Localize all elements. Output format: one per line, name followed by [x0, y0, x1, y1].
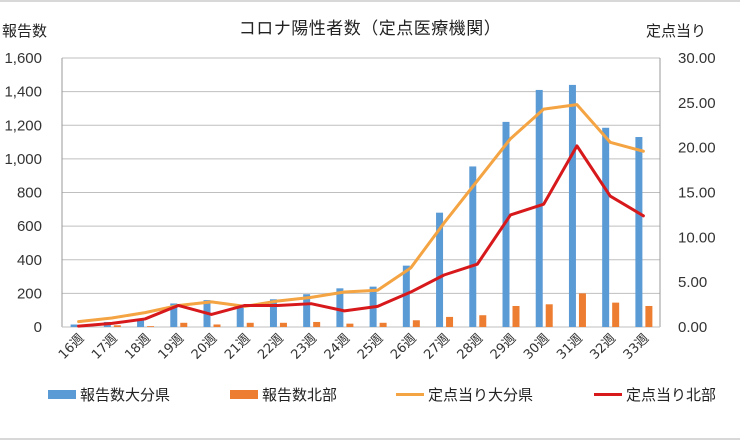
legend-swatch-blue-bar — [48, 390, 76, 399]
y-tick-label: 0 — [34, 319, 42, 336]
bar-oita-reports — [469, 166, 477, 327]
legend-swatch-orange-line — [396, 393, 424, 396]
y2-tick-label: 5.00 — [678, 274, 707, 291]
y-tick-label: 1,200 — [4, 117, 42, 134]
bar-oita-reports — [70, 324, 78, 327]
bar-oita-reports — [236, 305, 244, 327]
bar-oita-reports — [402, 265, 410, 327]
right-axis-title: 定点当り — [646, 22, 707, 40]
bar-north-reports — [412, 320, 420, 327]
bar-north-reports — [479, 315, 487, 327]
legend-item-north-per-site: 定点当り北部 — [594, 384, 716, 405]
bar-north-reports — [180, 322, 188, 327]
x-tick-label: 16週 — [56, 331, 87, 362]
bar-north-reports — [213, 324, 221, 327]
bar-north-reports — [545, 304, 553, 327]
bar-oita-reports — [137, 318, 145, 327]
y2-tick-label: 15.00 — [678, 185, 716, 202]
y-tick-label: 400 — [17, 252, 42, 269]
bar-oita-reports — [336, 288, 344, 327]
y-tick-label: 1,000 — [4, 151, 42, 168]
legend-item-north-reports: 報告数北部 — [230, 384, 337, 405]
x-tick-label: 18週 — [122, 331, 153, 362]
x-tick-label: 24週 — [322, 331, 353, 362]
legend: 報告数大分県 報告数北部 定点当り大分県 定点当り北部 — [0, 384, 740, 408]
y-tick-label: 1,400 — [4, 84, 42, 101]
y2-tick-label: 10.00 — [678, 229, 716, 246]
bar-north-reports — [512, 305, 520, 327]
x-tick-label: 29週 — [488, 331, 519, 362]
bar-north-reports — [313, 321, 321, 327]
legend-swatch-red-line — [594, 393, 622, 396]
y2-tick-label: 25.00 — [678, 95, 716, 112]
x-tick-label: 30週 — [521, 331, 552, 362]
chart-title: コロナ陽性者数（定点医療機関） — [238, 19, 502, 39]
legend-label: 報告数北部 — [262, 386, 338, 404]
x-tick-label: 17週 — [89, 331, 120, 362]
bar-oita-reports — [269, 299, 277, 327]
legend-item-oita-reports: 報告数大分県 — [48, 384, 170, 405]
line-oita-per-site — [77, 103, 645, 324]
x-tick-label: 25週 — [355, 331, 386, 362]
x-tick-label: 19週 — [156, 331, 187, 362]
x-tick-label: 23週 — [288, 331, 319, 362]
legend-swatch-orange-bar — [230, 390, 258, 399]
y2-tick-label: 20.00 — [678, 140, 716, 157]
bar-north-reports — [113, 325, 121, 327]
y2-tick-label: 0.00 — [678, 319, 707, 336]
bar-oita-reports — [535, 89, 543, 327]
bar-north-reports — [379, 322, 387, 327]
x-tick-label: 21週 — [222, 331, 253, 362]
x-tick-label: 27週 — [421, 331, 452, 362]
bar-oita-reports — [602, 127, 610, 327]
x-tick-label: 22週 — [255, 331, 286, 362]
bar-oita-reports — [170, 303, 178, 327]
y-tick-label: 800 — [17, 185, 42, 202]
x-tick-label: 32週 — [587, 331, 618, 362]
bar-oita-reports — [502, 121, 510, 327]
bar-oita-reports — [568, 84, 576, 328]
x-tick-label: 20週 — [189, 331, 220, 362]
bar-north-reports — [246, 322, 254, 327]
legend-label: 定点当り北部 — [626, 386, 717, 404]
bar-north-reports — [578, 293, 586, 327]
bar-north-reports — [346, 323, 354, 327]
bar-oita-reports — [303, 294, 311, 327]
y-tick-label: 1,600 — [4, 50, 42, 67]
line-north-per-site — [77, 144, 645, 328]
bar-north-reports — [446, 316, 454, 327]
x-tick-label: 33週 — [621, 331, 652, 362]
bar-oita-reports — [635, 137, 643, 327]
legend-item-oita-per-site: 定点当り大分県 — [396, 384, 533, 405]
left-axis-title: 報告数 — [2, 22, 48, 40]
y2-tick-label: 30.00 — [678, 50, 716, 67]
legend-label: 定点当り大分県 — [428, 386, 534, 404]
y-tick-label: 600 — [17, 218, 42, 235]
bar-north-reports — [279, 322, 287, 327]
y-tick-label: 200 — [17, 285, 42, 302]
x-tick-label: 26週 — [388, 331, 419, 362]
bar-north-reports — [612, 302, 620, 327]
bar-oita-reports — [436, 212, 444, 327]
legend-label: 報告数大分県 — [80, 386, 171, 404]
x-tick-label: 28週 — [455, 331, 486, 362]
x-tick-label: 31週 — [554, 331, 585, 362]
bar-north-reports — [147, 326, 155, 327]
bar-north-reports — [645, 305, 653, 327]
